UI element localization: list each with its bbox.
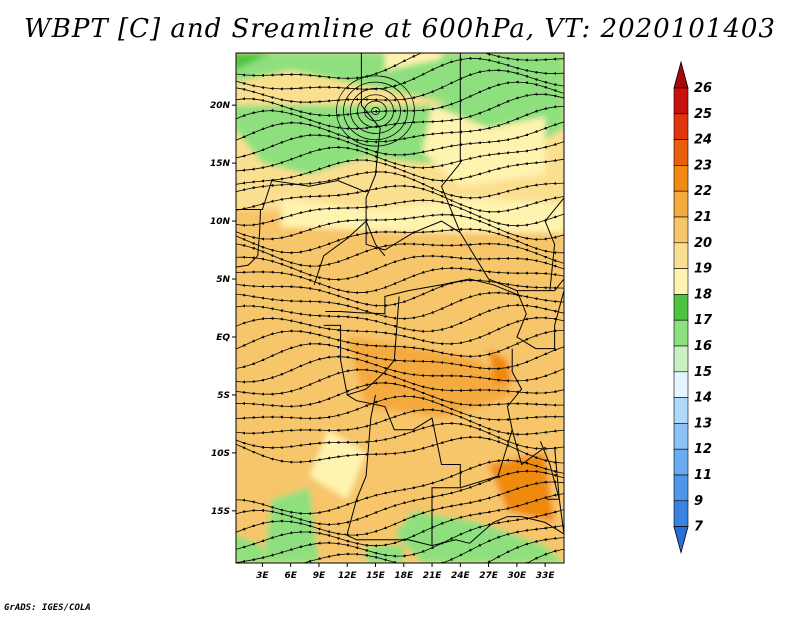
y-tick-label: 15N	[210, 159, 231, 169]
y-tick-label: 5S	[217, 391, 230, 401]
x-tick-label: 24E	[451, 571, 471, 581]
colorbar-segment	[673, 345, 689, 373]
colorbar-label: 24	[694, 133, 712, 148]
colorbar-segment	[673, 87, 689, 115]
colorbar-segment	[673, 113, 689, 140]
colorbar-label: 25	[694, 107, 712, 122]
x-axis: 3E 6E 9E 12E 15E 18E 21E 24E 27E 30E 33E	[256, 563, 555, 581]
colorbar-label: 12	[694, 442, 712, 457]
streamline-vortex	[343, 81, 408, 141]
streamlines	[236, 53, 564, 563]
x-tick-label: 18E	[394, 571, 414, 581]
colorbar-top-arrow	[673, 60, 689, 89]
colorbar-label: 19	[694, 262, 712, 277]
streamline-vortex	[336, 75, 415, 147]
x-tick-label: 15E	[366, 571, 386, 581]
colorbar: 26 25 24 23 22 21 20 19 18 17 16 15 14 13 12 11 9 7	[673, 60, 713, 555]
x-tick-label: 27E	[479, 571, 499, 581]
colorbar-segment	[673, 448, 689, 476]
y-tick-label: 15S	[211, 507, 230, 517]
x-tick-label: 33E	[536, 571, 556, 581]
colorbar-label: 23	[694, 158, 712, 173]
colorbar-label: 15	[694, 365, 712, 380]
colorbar-segment	[673, 190, 689, 218]
colorbar-label: 22	[694, 184, 712, 199]
colorbar-segment	[673, 294, 689, 321]
colorbar-segment	[673, 319, 689, 347]
y-tick-label: 5N	[216, 275, 230, 285]
colorbar-segment	[673, 474, 689, 502]
wbpt-field	[236, 53, 564, 563]
y-tick-label: EQ	[216, 333, 230, 343]
colorbar-label: 13	[694, 416, 712, 431]
colorbar-segment	[673, 242, 689, 269]
streamline-vortex	[350, 88, 401, 134]
colorbar-label: 14	[694, 391, 712, 406]
y-tick-label: 10S	[211, 449, 230, 459]
colorbar-label: 26	[694, 81, 712, 96]
field-region	[366, 545, 404, 563]
colorbar-bottom-arrow	[673, 526, 689, 555]
colorbar-label: 20	[694, 236, 712, 251]
x-tick-label: 3E	[256, 571, 269, 581]
map-plot-area	[236, 53, 564, 563]
x-tick-label: 21E	[423, 571, 443, 581]
colorbar-segment	[673, 397, 689, 424]
colorbar-segment	[673, 371, 689, 398]
colorbar-label: 9	[694, 494, 703, 509]
colorbar-label: 11	[694, 468, 712, 483]
colorbar-label: 17	[694, 313, 713, 328]
colorbar-segment	[673, 423, 689, 450]
colorbar-segment	[673, 139, 689, 166]
colorbar-label: 18	[694, 287, 712, 302]
colorbar-segment	[673, 268, 689, 295]
y-tick-label: 10N	[210, 217, 231, 227]
x-tick-label: 30E	[508, 571, 528, 581]
plot-frame	[235, 52, 565, 564]
x-tick-label: 6E	[284, 571, 297, 581]
colorbar-label: 7	[694, 520, 704, 535]
streamline	[241, 525, 564, 563]
streamline-vortex	[371, 106, 380, 115]
streamline-vortex	[357, 94, 394, 128]
streamline-vortex	[364, 100, 387, 122]
colorbar-label: 21	[694, 210, 712, 225]
y-tick-label: 20N	[210, 101, 231, 111]
colorbar-segment	[673, 216, 689, 244]
colorbar-segment	[673, 165, 689, 192]
y-axis: 20N 15N 10N 5N EQ 5S 10S 15S	[210, 101, 236, 517]
chart-title: WBPT [C] and Sreamline at 600hPa, VT: 20…	[24, 14, 776, 44]
colorbar-segment	[673, 500, 689, 527]
colorbar-label: 16	[694, 339, 712, 354]
credit-text: GrADS: IGES/COLA	[4, 603, 91, 613]
x-tick-label: 9E	[313, 571, 326, 581]
x-tick-label: 12E	[338, 571, 358, 581]
